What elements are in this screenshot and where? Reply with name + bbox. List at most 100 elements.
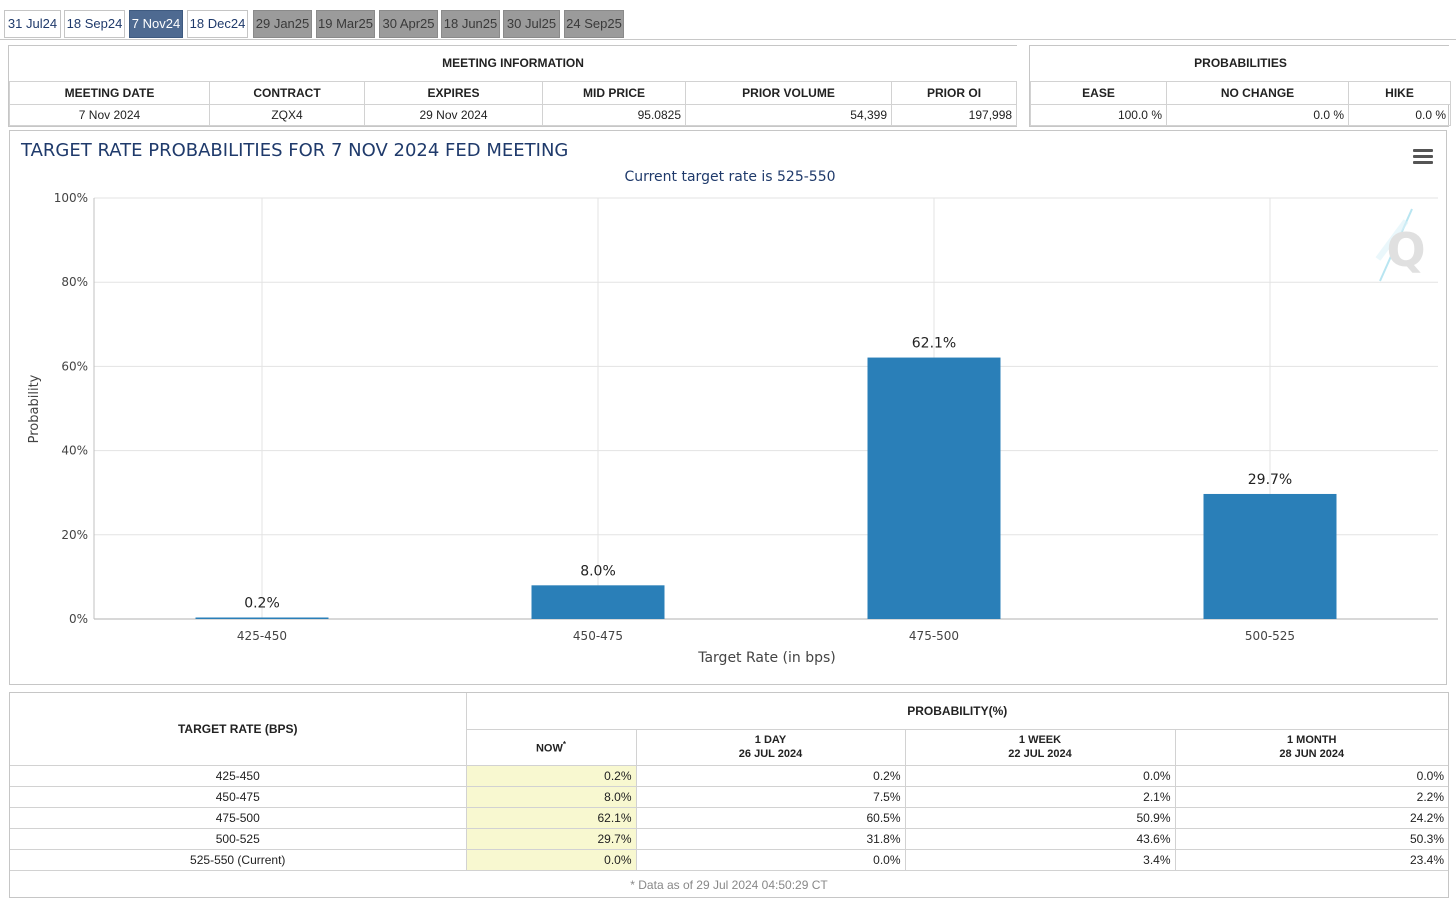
target-rate-cell: 450-475 <box>10 785 467 808</box>
meeting-information-title: MEETING INFORMATION <box>9 46 1017 82</box>
tab-18-sep24[interactable]: 18 Sep24 <box>64 10 125 38</box>
data-label: 29.7% <box>1248 472 1292 488</box>
mid-price-value: 95.0825 <box>542 103 686 126</box>
week-cell: 0.0% <box>904 764 1176 787</box>
ease-value: 100.0 % <box>1030 103 1167 126</box>
prior-oi-value: 197,998 <box>890 103 1018 126</box>
day-cell: 31.8% <box>635 827 906 850</box>
day-cell: 0.2% <box>635 764 906 787</box>
bar-475-500[interactable] <box>867 357 1001 619</box>
header-meeting-date: MEETING DATE <box>9 80 210 105</box>
y-tick-label: 100% <box>54 191 88 205</box>
tab-24-sep25[interactable]: 24 Sep25 <box>564 10 624 38</box>
week-cell: 43.6% <box>904 827 1176 850</box>
target-rate-chart-panel: TARGET RATE PROBABILITIES FOR 7 NOV 2024… <box>9 130 1447 685</box>
header-mid-price: MID PRICE <box>542 80 686 105</box>
target-rate-cell: 525-550 (Current) <box>10 848 467 871</box>
tab-18-dec24[interactable]: 18 Dec24 <box>187 10 248 38</box>
table-row: 500-525 29.7% 31.8% 43.6% 50.3% <box>10 827 1448 850</box>
prior-volume-value: 54,399 <box>685 103 892 126</box>
probabilities-title: PROBABILITIES <box>1030 46 1451 82</box>
tab-18-jun25[interactable]: 18 Jun25 <box>441 10 500 38</box>
header-ease: EASE <box>1030 80 1167 105</box>
day-cell: 7.5% <box>635 785 906 808</box>
table-row: 525-550 (Current) 0.0% 0.0% 3.4% 23.4% <box>10 848 1448 871</box>
x-tick-label: 500-525 <box>1245 629 1295 643</box>
y-tick-label: 0% <box>69 612 88 626</box>
meeting-date-value: 7 Nov 2024 <box>9 103 210 126</box>
tab-30-jul25[interactable]: 30 Jul25 <box>503 10 560 38</box>
header-no-change: NO CHANGE <box>1166 80 1349 105</box>
x-tick-label: 475-500 <box>909 629 959 643</box>
day-cell: 0.0% <box>635 848 906 871</box>
chart-labels: 0% 20% 40% 60% 80% 100% 0.2% 425-450 8.0% 450-475… <box>54 191 1295 643</box>
month-cell: 23.4% <box>1174 848 1448 871</box>
week-cell: 50.9% <box>904 806 1176 829</box>
y-tick-label: 40% <box>61 444 88 458</box>
now-cell: 0.2% <box>465 764 637 787</box>
target-rate-cell: 425-450 <box>10 764 467 787</box>
chart-bars <box>195 357 1337 620</box>
now-cell: 62.1% <box>465 806 637 829</box>
header-contract: CONTRACT <box>209 80 365 105</box>
meeting-information-table: MEETING INFORMATION MEETING DATE CONTRAC… <box>9 46 1018 126</box>
quikstrike-logo-icon: Q <box>1375 208 1426 282</box>
expires-value: 29 Nov 2024 <box>364 103 543 126</box>
meeting-information-panel: MEETING INFORMATION MEETING DATE CONTRAC… <box>8 45 1018 127</box>
header-now: NOW* <box>465 728 637 766</box>
week-cell: 2.1% <box>904 785 1176 808</box>
x-axis-label: Target Rate (in bps) <box>697 650 836 666</box>
y-tick-label: 80% <box>61 275 88 289</box>
table-row: 450-475 8.0% 7.5% 2.1% 2.2% <box>10 785 1448 808</box>
meeting-date-tabs: 31 Jul24 18 Sep24 7 Nov24 18 Dec24 29 Ja… <box>0 0 1456 40</box>
month-cell: 2.2% <box>1174 785 1448 808</box>
header-1-day: 1 DAY 26 JUL 2024 <box>635 728 906 766</box>
data-timestamp-footnote: * Data as of 29 Jul 2024 04:50:29 CT <box>10 875 1448 897</box>
x-tick-label: 425-450 <box>237 629 287 643</box>
month-cell: 24.2% <box>1174 806 1448 829</box>
header-expires: EXPIRES <box>364 80 543 105</box>
week-cell: 3.4% <box>904 848 1176 871</box>
header-prior-oi: PRIOR OI <box>890 80 1018 105</box>
header-hike: HIKE <box>1347 80 1452 105</box>
target-rate-chart: TARGET RATE PROBABILITIES FOR 7 NOV 2024… <box>20 140 1438 666</box>
probabilities-panel: PROBABILITIES EASE NO CHANGE HIKE 100.0 … <box>1029 45 1452 127</box>
header-target-rate: TARGET RATE (BPS) <box>10 693 467 766</box>
data-label: 0.2% <box>244 596 280 612</box>
table-row: 475-500 62.1% 60.5% 50.9% 24.2% <box>10 806 1448 829</box>
month-cell: 0.0% <box>1174 764 1448 787</box>
y-tick-label: 60% <box>61 359 88 373</box>
header-prior-volume: PRIOR VOLUME <box>685 80 892 105</box>
now-cell: 8.0% <box>465 785 637 808</box>
x-tick-label: 450-475 <box>573 629 623 643</box>
table-row: 425-450 0.2% 0.2% 0.0% 0.0% <box>10 764 1448 787</box>
y-axis-label: Probability <box>27 374 42 443</box>
month-cell: 50.3% <box>1174 827 1448 850</box>
day-cell: 60.5% <box>635 806 906 829</box>
chart-subtitle: Current target rate is 525-550 <box>624 169 835 185</box>
bar-500-525[interactable] <box>1203 493 1337 619</box>
y-tick-label: 20% <box>61 528 88 542</box>
tab-30-apr25[interactable]: 30 Apr25 <box>379 10 438 38</box>
data-label: 8.0% <box>580 563 616 579</box>
now-cell: 0.0% <box>465 848 637 871</box>
chart-menu-icon[interactable] <box>1413 149 1433 165</box>
tab-29-jan25[interactable]: 29 Jan25 <box>253 10 312 38</box>
no-change-value: 0.0 % <box>1166 103 1349 126</box>
tab-31-jul24[interactable]: 31 Jul24 <box>4 10 61 38</box>
probability-history-table: TARGET RATE (BPS) PROBABILITY(%) NOW* 1 … <box>10 693 1448 871</box>
now-cell: 29.7% <box>465 827 637 850</box>
chart-grid <box>93 197 1438 620</box>
hike-value: 0.0 % <box>1347 103 1452 126</box>
header-probability: PROBABILITY(%) <box>465 693 1448 730</box>
chart-title: TARGET RATE PROBABILITIES FOR 7 NOV 2024… <box>20 140 568 161</box>
probabilities-table: PROBABILITIES EASE NO CHANGE HIKE 100.0 … <box>1030 46 1452 126</box>
bar-450-475[interactable] <box>531 585 665 619</box>
bar-425-450[interactable] <box>195 617 329 620</box>
tab-19-mar25[interactable]: 19 Mar25 <box>316 10 375 38</box>
svg-text:Q: Q <box>1386 223 1425 277</box>
header-1-week: 1 WEEK 22 JUL 2024 <box>904 728 1176 766</box>
tab-7-nov24[interactable]: 7 Nov24 <box>129 10 183 38</box>
target-rate-cell: 500-525 <box>10 827 467 850</box>
data-label: 62.1% <box>912 336 956 352</box>
